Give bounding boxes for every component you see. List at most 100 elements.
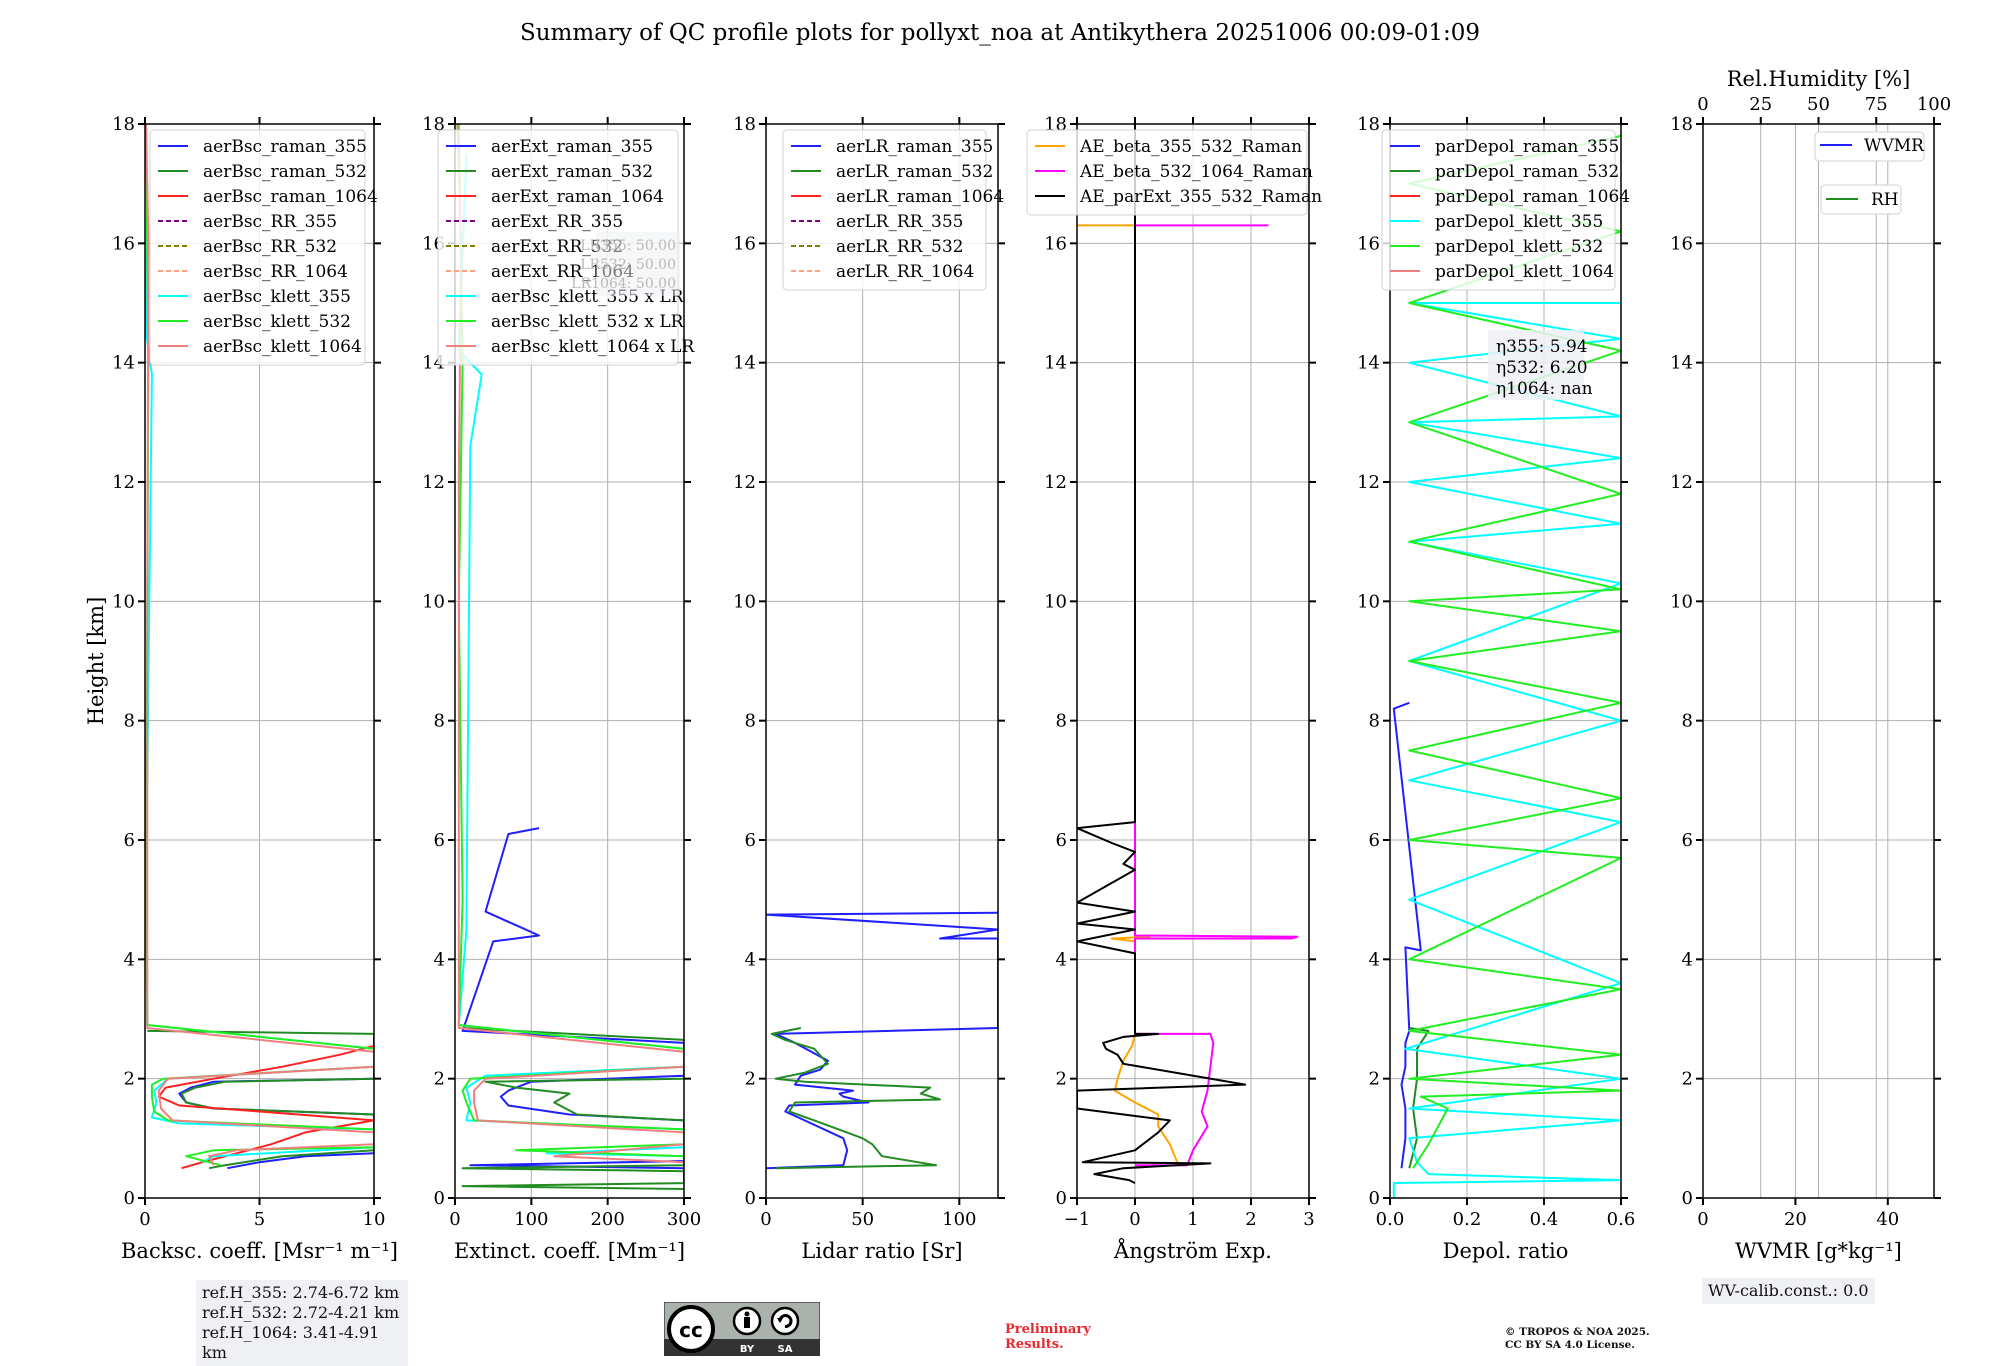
y-tick-label: 18 bbox=[1357, 114, 1380, 135]
series-line-aerext-raman-355 bbox=[461, 827, 684, 1170]
series-line-ae-parext-355-532-raman bbox=[1077, 124, 1247, 1184]
y-tick-label: 18 bbox=[112, 114, 135, 135]
annotation-frame bbox=[596, 232, 680, 296]
x-tick-label: 0 bbox=[1697, 1209, 1708, 1230]
x-tick-label: 2 bbox=[1245, 1209, 1256, 1230]
y-tick-label: 2 bbox=[124, 1069, 135, 1090]
legend-label: aerLR_raman_532 bbox=[836, 162, 993, 182]
x-tick-label: 20 bbox=[1784, 1209, 1807, 1230]
top-x-tick-label: 0 bbox=[1697, 94, 1708, 115]
y-tick-label: 8 bbox=[124, 711, 135, 732]
series-line-ae-beta-355-532-raman bbox=[1077, 224, 1180, 1166]
y-tick-label: 10 bbox=[1357, 591, 1380, 612]
cc-sa-label: SA bbox=[778, 1344, 793, 1355]
legend-label: aerExt_raman_355 bbox=[491, 137, 653, 157]
legend-label: parDepol_raman_532 bbox=[1435, 162, 1619, 182]
y-tick-label: 12 bbox=[1357, 472, 1380, 493]
legend-label: aerLR_RR_1064 bbox=[836, 262, 974, 282]
y-tick-label: 4 bbox=[1369, 949, 1380, 970]
legend: aerExt_raman_355 aerExt_raman_532 aerExt_r… bbox=[437, 129, 695, 366]
top-x-tick-label: 50 bbox=[1807, 94, 1830, 115]
x-axis-label: Backsc. coeff. [Msr⁻¹ m⁻¹] bbox=[121, 1239, 398, 1263]
y-tick-label: 4 bbox=[745, 949, 756, 970]
top-x-tick-label: 25 bbox=[1749, 94, 1772, 115]
x-tick-label: 0 bbox=[1129, 1209, 1140, 1230]
y-tick-label: 0 bbox=[1369, 1188, 1380, 1209]
legend-frame bbox=[1381, 129, 1616, 291]
figure-title: Summary of QC profile plots for pollyxt_… bbox=[519, 20, 1481, 46]
depol-calibration-annotation: η1064: nan bbox=[1496, 379, 1593, 399]
copyright-note: © TROPOS & NOA 2025. CC BY SA 4.0 Licens… bbox=[1505, 1326, 1650, 1352]
y-tick-label: 12 bbox=[112, 472, 135, 493]
x-axis-label: Depol. ratio bbox=[1443, 1239, 1569, 1263]
x-tick-label: 200 bbox=[590, 1209, 624, 1230]
panel-depol: 0.0 0.2 0.4 0.6 0 2 4 6 8 10 12 14 16 18 Depol. ratio p… bbox=[1357, 114, 1635, 1263]
legend-frame bbox=[1026, 129, 1308, 216]
x-tick-label: 300 bbox=[667, 1209, 701, 1230]
legend-label: parDepol_klett_1064 bbox=[1435, 262, 1614, 282]
ref-height-1064: ref.H_1064: 3.41-4.91 km bbox=[202, 1323, 380, 1362]
y-tick-label: 18 bbox=[1670, 114, 1693, 135]
x-tick-label: 0.4 bbox=[1530, 1209, 1559, 1230]
legend-label: parDepol_klett_355 bbox=[1435, 212, 1603, 232]
y-tick-label: 0 bbox=[124, 1188, 135, 1209]
panel-lidar_ratio: 0 50 100 0 2 4 6 8 10 12 14 16 18 Lidar ratio [Sr] aer… bbox=[733, 114, 1005, 1263]
lidar-ratio-annotation: LR1064: 50.00 bbox=[571, 276, 676, 292]
ref-height-532: ref.H_532: 2.72-4.21 km bbox=[202, 1303, 400, 1322]
x-tick-label: 50 bbox=[851, 1209, 874, 1230]
series-line-aerlr-raman-532 bbox=[770, 1027, 941, 1170]
legend-label: WVMR bbox=[1864, 136, 1925, 156]
legend-label: AE_beta_532_1064_Raman bbox=[1079, 162, 1313, 182]
annotation-box: LR355: 50.00 LR532: 50.00 LR1064: 50.00 bbox=[571, 232, 680, 296]
x-tick-label: 5 bbox=[254, 1209, 265, 1230]
y-tick-label: 8 bbox=[434, 711, 445, 732]
legend-frame bbox=[1820, 184, 1902, 215]
y-tick-label: 10 bbox=[1670, 591, 1693, 612]
y-tick-label: 16 bbox=[1044, 233, 1067, 254]
axes-frame bbox=[765, 123, 999, 1199]
panel-water_vapor: 0 20 40 0 25 50 75 100 Rel.Humidity [%] 0 2 4 6 8 10 12… bbox=[1670, 67, 1951, 1263]
y-tick-label: 8 bbox=[1056, 711, 1067, 732]
top-x-tick-label: 100 bbox=[1917, 94, 1951, 115]
legend-wvmr: WVMR bbox=[1814, 131, 1925, 162]
y-tick-label: 8 bbox=[1682, 711, 1693, 732]
x-tick-label: 0 bbox=[449, 1209, 460, 1230]
y-tick-label: 10 bbox=[422, 591, 445, 612]
top-x-axis-label: Rel.Humidity [%] bbox=[1727, 67, 1911, 91]
series-line-aerbsc-raman-1064 bbox=[157, 1044, 374, 1170]
x-tick-label: 1 bbox=[1187, 1209, 1198, 1230]
y-tick-label: 4 bbox=[124, 949, 135, 970]
y-tick-label: 6 bbox=[1682, 830, 1693, 851]
legend-label: aerBsc_klett_1064 bbox=[203, 337, 362, 357]
legend-label: parDepol_raman_1064 bbox=[1435, 187, 1630, 207]
legend-label: aerBsc_RR_532 bbox=[203, 237, 337, 257]
y-tick-label: 6 bbox=[1369, 830, 1380, 851]
y-tick-label: 6 bbox=[124, 830, 135, 851]
x-tick-label: 10 bbox=[363, 1209, 386, 1230]
legend-label: aerLR_RR_532 bbox=[836, 237, 963, 257]
legend-label: aerBsc_klett_355 bbox=[203, 287, 351, 307]
copyright-line-2: CC BY SA 4.0 License. bbox=[1505, 1339, 1635, 1351]
wv-calibration-constant: WV-calib.const.: 0.0 bbox=[1708, 1281, 1869, 1300]
y-tick-label: 16 bbox=[1357, 233, 1380, 254]
lidar-ratio-annotation: LR355: 50.00 bbox=[580, 238, 676, 254]
cc-by-sa-icon: cc BY SA bbox=[663, 1301, 821, 1357]
legend: aerBsc_raman_355 aerBsc_raman_532 aerBsc_r… bbox=[149, 129, 378, 366]
panel-backscatter: 0 5 10 0 2 4 6 8 10 12 14 16 18 Backsc. coeff. [Msr⁻¹… bbox=[84, 114, 398, 1263]
y-tick-label: 6 bbox=[1056, 830, 1067, 851]
legend-label: aerLR_raman_355 bbox=[836, 137, 993, 157]
legend-label: AE_beta_355_532_Raman bbox=[1079, 137, 1302, 157]
y-tick-label: 12 bbox=[1670, 472, 1693, 493]
preliminary-results-note: Preliminary Results. bbox=[1005, 1322, 1091, 1352]
ref-height-355: ref.H_355: 2.74-6.72 km bbox=[202, 1283, 400, 1302]
y-tick-label: 14 bbox=[1357, 353, 1380, 374]
y-tick-label: 12 bbox=[422, 472, 445, 493]
legend-label: aerExt_RR_532 bbox=[491, 237, 623, 257]
y-tick-label: 14 bbox=[112, 353, 135, 374]
x-tick-label: 40 bbox=[1876, 1209, 1899, 1230]
x-axis-label: Extinct. coeff. [Mm⁻¹] bbox=[454, 1239, 685, 1263]
svg-text:cc: cc bbox=[679, 1318, 703, 1342]
y-axis-label: Height [km] bbox=[84, 597, 108, 726]
